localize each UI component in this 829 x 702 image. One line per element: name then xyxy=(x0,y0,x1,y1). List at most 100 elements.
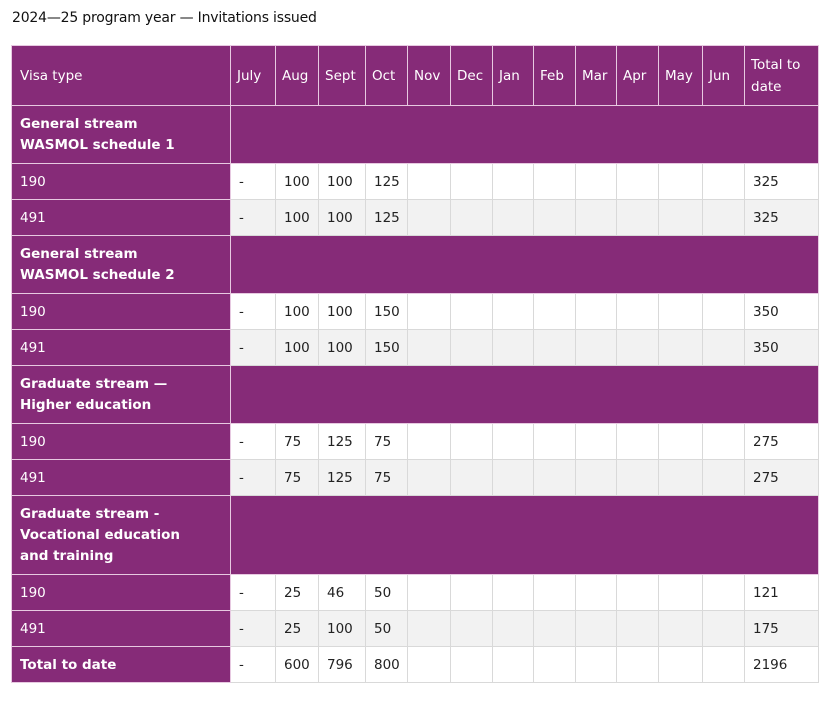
month-value-cell xyxy=(533,199,576,236)
table-row: 190-100 100 125 325 xyxy=(11,163,819,200)
visa-subclass: 190 xyxy=(11,293,231,330)
column-header-month: Apr xyxy=(616,45,659,106)
month-value-cell xyxy=(658,574,703,611)
column-header-month: Oct xyxy=(365,45,408,106)
group-row: General stream WASMOL schedule 1 xyxy=(11,105,819,164)
month-value-cell xyxy=(407,163,451,200)
month-value-cell: - xyxy=(230,459,276,496)
month-value-cell: 100 xyxy=(318,293,366,330)
month-value-cell xyxy=(658,199,703,236)
month-value-cell xyxy=(407,610,451,647)
month-value-cell: 100 xyxy=(318,199,366,236)
row-total-cell: 275 xyxy=(744,459,819,496)
table-row: 491-100 100 150 350 xyxy=(11,329,819,366)
month-value-cell xyxy=(492,293,534,330)
table-row: 190-25 46 50 121 xyxy=(11,574,819,611)
month-value-cell: 50 xyxy=(365,610,408,647)
visa-subclass: 190 xyxy=(11,574,231,611)
month-value-cell: 125 xyxy=(318,423,366,460)
month-value-cell xyxy=(702,610,745,647)
row-total-cell: 275 xyxy=(744,423,819,460)
table-body: General stream WASMOL schedule 1 190-100 1… xyxy=(11,105,819,683)
month-value-cell: 796 xyxy=(318,646,366,683)
row-total-cell: 121 xyxy=(744,574,819,611)
month-value-cell xyxy=(407,459,451,496)
month-value-cell xyxy=(575,199,617,236)
month-value-cell: - xyxy=(230,646,276,683)
month-value-cell: 100 xyxy=(318,610,366,647)
column-header-month: May xyxy=(658,45,703,106)
month-value-cell xyxy=(658,329,703,366)
group-row-fill xyxy=(230,105,819,164)
month-value-cell xyxy=(702,423,745,460)
month-value-cell xyxy=(407,199,451,236)
total-label: Total to date xyxy=(11,646,231,683)
month-value-cell: - xyxy=(230,423,276,460)
month-value-cell xyxy=(616,199,659,236)
month-value-cell xyxy=(658,610,703,647)
month-value-cell xyxy=(575,459,617,496)
column-header-month: Feb xyxy=(533,45,576,106)
month-value-cell xyxy=(450,646,493,683)
group-row: General stream WASMOL schedule 2 xyxy=(11,235,819,294)
total-row: Total to date -600 796 800 2196 xyxy=(11,646,819,683)
month-value-cell xyxy=(658,646,703,683)
month-value-cell xyxy=(702,574,745,611)
month-value-cell: 25 xyxy=(275,610,319,647)
month-value-cell: - xyxy=(230,574,276,611)
row-total-cell: 325 xyxy=(744,199,819,236)
month-value-cell xyxy=(658,163,703,200)
month-value-cell: 100 xyxy=(318,163,366,200)
visa-subclass: 491 xyxy=(11,199,231,236)
month-value-cell: 100 xyxy=(275,163,319,200)
visa-subclass: 491 xyxy=(11,459,231,496)
month-value-cell xyxy=(407,574,451,611)
month-value-cell xyxy=(702,163,745,200)
month-value-cell: 100 xyxy=(275,293,319,330)
month-value-cell: 150 xyxy=(365,293,408,330)
month-value-cell: 125 xyxy=(365,199,408,236)
month-value-cell xyxy=(492,423,534,460)
month-value-cell xyxy=(450,610,493,647)
column-header-month: Nov xyxy=(407,45,451,106)
month-value-cell: - xyxy=(230,199,276,236)
visa-subclass: 190 xyxy=(11,163,231,200)
month-value-cell xyxy=(533,329,576,366)
month-value-cell xyxy=(533,293,576,330)
month-value-cell xyxy=(616,646,659,683)
month-value-cell xyxy=(575,163,617,200)
column-header-month: Aug xyxy=(275,45,319,106)
month-value-cell xyxy=(616,459,659,496)
column-header-total: Total to date xyxy=(744,45,819,106)
month-value-cell xyxy=(533,574,576,611)
month-value-cell xyxy=(492,199,534,236)
column-header-month: Mar xyxy=(575,45,617,106)
month-value-cell xyxy=(575,423,617,460)
group-row-fill xyxy=(230,495,819,575)
invitations-table: Visa type July Aug Sept Oct Nov Dec Jan … xyxy=(11,45,819,683)
month-value-cell: - xyxy=(230,329,276,366)
month-value-cell: - xyxy=(230,163,276,200)
month-value-cell xyxy=(575,574,617,611)
group-row: Graduate stream — Higher education xyxy=(11,365,819,424)
month-value-cell: 50 xyxy=(365,574,408,611)
month-value-cell xyxy=(702,293,745,330)
month-value-cell: 75 xyxy=(365,459,408,496)
month-value-cell xyxy=(533,459,576,496)
header-row: Visa type July Aug Sept Oct Nov Dec Jan … xyxy=(11,45,819,106)
month-value-cell xyxy=(450,199,493,236)
month-value-cell xyxy=(575,329,617,366)
month-value-cell xyxy=(492,163,534,200)
month-value-cell: 100 xyxy=(318,329,366,366)
month-value-cell xyxy=(575,293,617,330)
group-title: General stream WASMOL schedule 2 xyxy=(11,235,231,294)
month-value-cell xyxy=(407,293,451,330)
month-value-cell xyxy=(616,423,659,460)
month-value-cell: 150 xyxy=(365,329,408,366)
column-header-month: Jun xyxy=(702,45,745,106)
month-value-cell xyxy=(575,610,617,647)
month-value-cell: 25 xyxy=(275,574,319,611)
visa-subclass: 491 xyxy=(11,610,231,647)
month-value-cell xyxy=(407,329,451,366)
month-value-cell: - xyxy=(230,610,276,647)
